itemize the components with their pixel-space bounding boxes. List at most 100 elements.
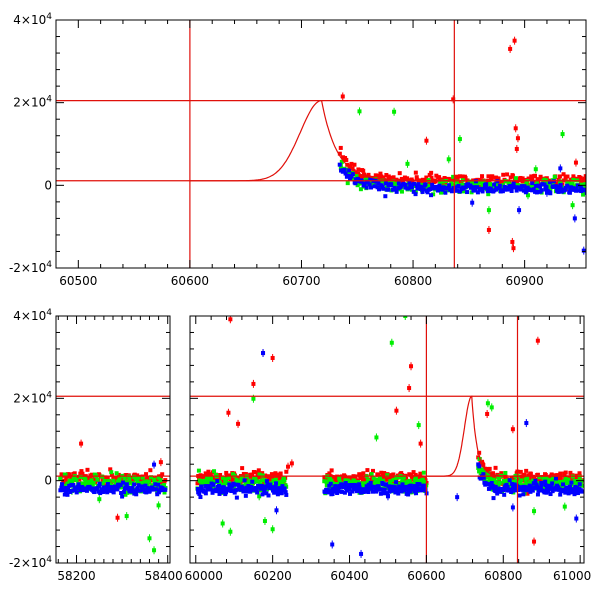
blue-point <box>579 489 584 494</box>
blue-point <box>362 181 367 186</box>
blue-point <box>349 482 354 487</box>
red-point <box>347 164 352 169</box>
red-point <box>529 174 534 179</box>
blue-point <box>523 485 528 490</box>
blue-point <box>353 181 358 186</box>
blue-point <box>232 482 237 487</box>
blue-point <box>465 190 470 195</box>
red-outlier <box>407 386 412 391</box>
green-point <box>566 479 571 484</box>
green-point <box>358 187 363 192</box>
green-point <box>95 477 100 482</box>
blue-point <box>74 490 79 495</box>
red-point <box>557 174 562 179</box>
blue-point <box>533 183 538 188</box>
blue-point <box>538 184 543 189</box>
green-point <box>537 475 542 480</box>
red-point <box>124 473 129 478</box>
y-tick-label: -2×104 <box>9 555 52 570</box>
x-tick-label: 60600 <box>171 274 209 288</box>
blue-point <box>548 191 553 196</box>
blue-point <box>400 482 405 487</box>
green-point <box>280 481 285 486</box>
blue-point <box>255 490 260 495</box>
red-point <box>558 471 563 476</box>
red-point <box>337 151 342 156</box>
green-point <box>497 476 502 481</box>
blue-point <box>481 475 486 480</box>
blue-outlier <box>558 166 563 171</box>
blue-point <box>203 491 208 496</box>
bottom-plot-frame-2 <box>189 315 585 564</box>
red-outlier <box>535 338 540 343</box>
blue-point <box>350 489 355 494</box>
red-point <box>437 175 442 180</box>
green-point <box>583 182 586 187</box>
blue-point <box>119 490 124 495</box>
green-point <box>427 184 432 189</box>
green-point <box>413 189 418 194</box>
red-point <box>528 471 533 476</box>
blue-point <box>368 176 373 181</box>
blue-point <box>62 492 67 497</box>
blue-point <box>417 482 422 487</box>
green-point <box>337 479 342 484</box>
green-point <box>127 477 132 482</box>
green-point <box>282 478 287 483</box>
green-point <box>541 476 546 481</box>
blue-point <box>265 482 270 487</box>
blue-point <box>264 491 269 496</box>
green-point <box>461 189 466 194</box>
green-outlier <box>562 504 567 509</box>
blue-point <box>342 490 347 495</box>
red-point <box>486 469 491 474</box>
red-outlier <box>286 464 291 469</box>
red-point <box>405 176 410 181</box>
green-point <box>496 484 501 489</box>
green-point <box>114 471 119 476</box>
blue-point <box>383 194 388 199</box>
green-point <box>156 475 161 480</box>
red-point <box>427 180 432 185</box>
blue-point <box>407 180 412 185</box>
blue-point <box>568 484 573 489</box>
blue-point <box>390 484 395 489</box>
blue-point <box>480 188 485 193</box>
green-point <box>525 476 530 481</box>
red-point <box>378 171 383 176</box>
blue-point <box>75 484 80 489</box>
bottom-panel-reference-lines <box>56 316 584 563</box>
green-point <box>324 479 329 484</box>
green-point <box>365 478 370 483</box>
blue-point <box>409 185 414 190</box>
blue-point <box>576 188 581 193</box>
red-point <box>579 180 584 185</box>
green-point <box>454 179 459 184</box>
green-point <box>542 486 547 491</box>
blue-point <box>438 186 443 191</box>
red-outlier <box>270 355 275 360</box>
blue-point <box>535 492 540 497</box>
blue-point <box>232 490 237 495</box>
blue-point <box>284 492 289 497</box>
red-point <box>224 470 229 475</box>
blue-point <box>517 493 522 498</box>
blue-outlier <box>359 551 364 556</box>
red-outlier <box>236 421 241 426</box>
red-point <box>109 480 114 485</box>
blue-point <box>84 488 89 493</box>
green-point <box>239 475 244 480</box>
green-point <box>260 473 265 478</box>
blue-point <box>78 488 83 493</box>
blue-point <box>565 183 570 188</box>
blue-point <box>558 185 563 190</box>
blue-point <box>153 482 158 487</box>
blue-point <box>60 482 65 487</box>
green-point <box>583 185 586 190</box>
blue-point <box>197 488 202 493</box>
red-point <box>116 472 121 477</box>
red-point <box>411 470 416 475</box>
blue-outlier <box>517 208 522 213</box>
green-point <box>484 475 489 480</box>
blue-point <box>535 189 540 194</box>
